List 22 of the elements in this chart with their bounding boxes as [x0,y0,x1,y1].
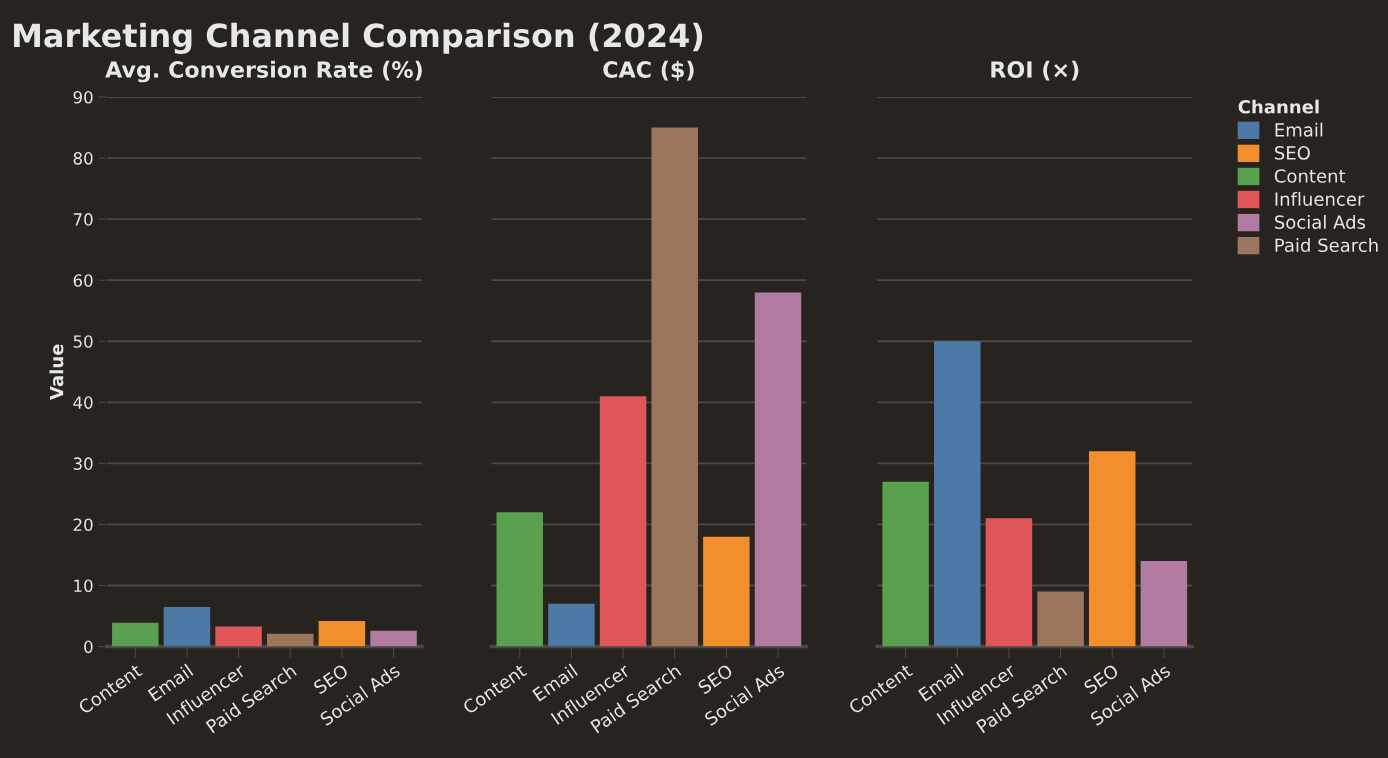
legend-label: Email [1275,122,1323,137]
chart-subtitle: ROI (×) [991,60,1079,81]
y-axis-title: Value [49,344,64,400]
y-tick-label: 40 [73,396,93,409]
legend-label: Influencer [1275,191,1365,206]
y-tick-label: 90 [73,90,93,104]
y-tick-label: 10 [74,579,93,593]
y-tick-label: 50 [73,335,93,348]
y-tick-label: 0 [84,640,93,654]
y-tick-label: 60 [73,274,93,287]
legend-title: Channel [1238,99,1319,114]
legend-label: SEO [1274,146,1310,160]
legend-label: Paid Search [1275,238,1378,253]
chart-subtitle: Avg. Conversion Rate (%) [105,60,422,83]
chart-title: Marketing Channel Comparison (2024) [14,22,703,54]
y-tick-label: 30 [73,457,93,470]
legend-label: Social Ads [1274,215,1366,229]
legend-label: Content [1274,169,1346,183]
y-tick-label: 70 [73,213,93,226]
y-tick-label: 20 [73,518,93,532]
chart-subtitle: CAC ($) [603,60,694,81]
y-tick-label: 80 [73,152,93,165]
